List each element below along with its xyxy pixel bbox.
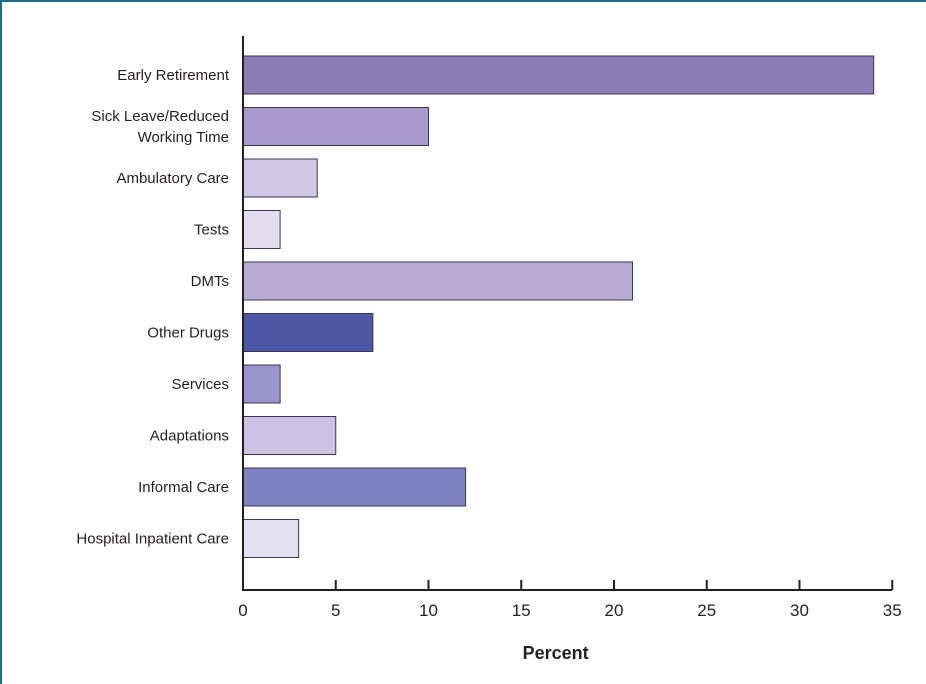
bar-9 xyxy=(242,519,300,558)
bar-5 xyxy=(242,313,374,352)
category-label-line: Early Retirement xyxy=(117,67,230,84)
category-label-4: DMTs xyxy=(191,273,229,290)
bar-2 xyxy=(242,158,318,198)
category-label-line: Other Drugs xyxy=(147,325,229,342)
category-label-line: Sick Leave/Reduced xyxy=(91,108,229,125)
x-axis-title: Percent xyxy=(523,643,589,663)
category-label-line: Services xyxy=(171,376,229,393)
category-label-line: Adaptations xyxy=(150,428,229,445)
category-label-line: Working Time xyxy=(138,129,229,146)
x-tick-label-4: 20 xyxy=(605,601,624,620)
bar-7 xyxy=(242,416,337,455)
bar-3 xyxy=(242,210,281,249)
category-label-6: Services xyxy=(171,376,229,393)
bar-0 xyxy=(242,55,875,95)
category-label-9: Hospital Inpatient Care xyxy=(76,531,229,548)
category-label-line: DMTs xyxy=(191,273,229,290)
x-tick-label-2: 10 xyxy=(419,601,438,620)
category-label-2: Ambulatory Care xyxy=(116,170,229,187)
bar-6 xyxy=(242,364,281,404)
category-label-5: Other Drugs xyxy=(147,325,229,342)
category-labels: Early Retirement Sick Leave/Reduced Workin… xyxy=(76,67,229,548)
bar-1 xyxy=(242,107,429,146)
bars-group xyxy=(242,55,875,558)
category-label-7: Adaptations xyxy=(150,428,229,445)
bar-8 xyxy=(242,467,467,507)
category-label-1: Sick Leave/Reduced Working Time xyxy=(91,108,229,146)
category-label-3: Tests xyxy=(194,222,229,239)
x-tick-label-5: 25 xyxy=(697,601,716,620)
category-label-0: Early Retirement xyxy=(117,67,230,84)
category-label-line: Hospital Inpatient Care xyxy=(76,531,229,548)
x-tick-label-7: 35 xyxy=(883,601,902,620)
category-label-8: Informal Care xyxy=(138,479,229,496)
bar-4 xyxy=(242,261,634,301)
x-tick-label-6: 30 xyxy=(790,601,809,620)
x-axis-ticks: 0 5 10 15 20 25 30 35 xyxy=(238,580,902,620)
category-label-line: Informal Care xyxy=(138,479,229,496)
category-label-line: Tests xyxy=(194,222,229,239)
x-tick-label-3: 15 xyxy=(512,601,531,620)
x-tick-label-0: 0 xyxy=(238,601,247,620)
category-label-line: Ambulatory Care xyxy=(116,170,229,187)
x-tick-label-1: 5 xyxy=(331,601,340,620)
